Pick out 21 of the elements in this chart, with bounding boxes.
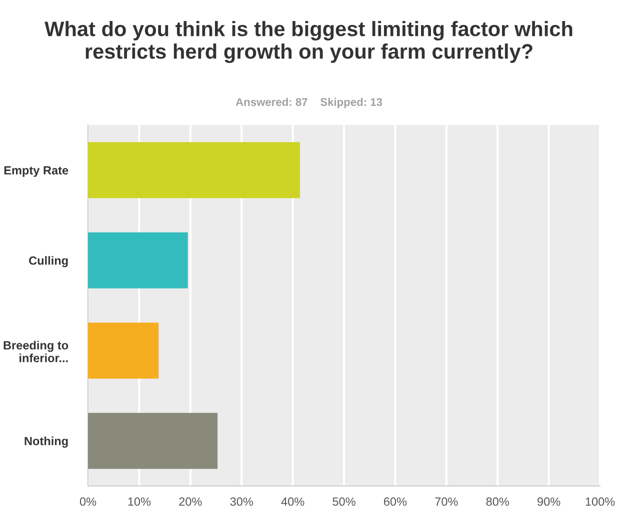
bar <box>88 322 159 379</box>
y-tick-label: Empty Rate <box>4 166 68 177</box>
x-tick-label: 20% <box>179 497 202 506</box>
x-tick-label: 100% <box>586 497 615 506</box>
x-tick-label: 80% <box>486 497 509 506</box>
bar <box>88 142 300 198</box>
x-tick-label: 90% <box>538 497 560 506</box>
x-tick-label: 40% <box>281 497 304 506</box>
y-tick-label: Nothing <box>24 436 68 448</box>
x-tick-label: 50% <box>332 497 356 506</box>
x-tick-label: 70% <box>435 497 458 506</box>
chart-title: What do you think is the biggest limiting factor which restricts herd growth on your farm currently? <box>44 20 572 64</box>
bar <box>88 232 188 288</box>
x-tick-label: 10% <box>128 497 151 506</box>
y-tick-label: Breeding to inferior... <box>4 340 68 362</box>
bar <box>88 412 218 469</box>
x-tick-label: 0% <box>80 497 96 506</box>
y-tick-label: Culling <box>29 256 68 268</box>
x-tick-label: 60% <box>384 497 407 506</box>
x-tick-label: 30% <box>230 497 253 506</box>
chart-subtitle: Answered: 87 Skipped: 13 <box>236 98 382 108</box>
